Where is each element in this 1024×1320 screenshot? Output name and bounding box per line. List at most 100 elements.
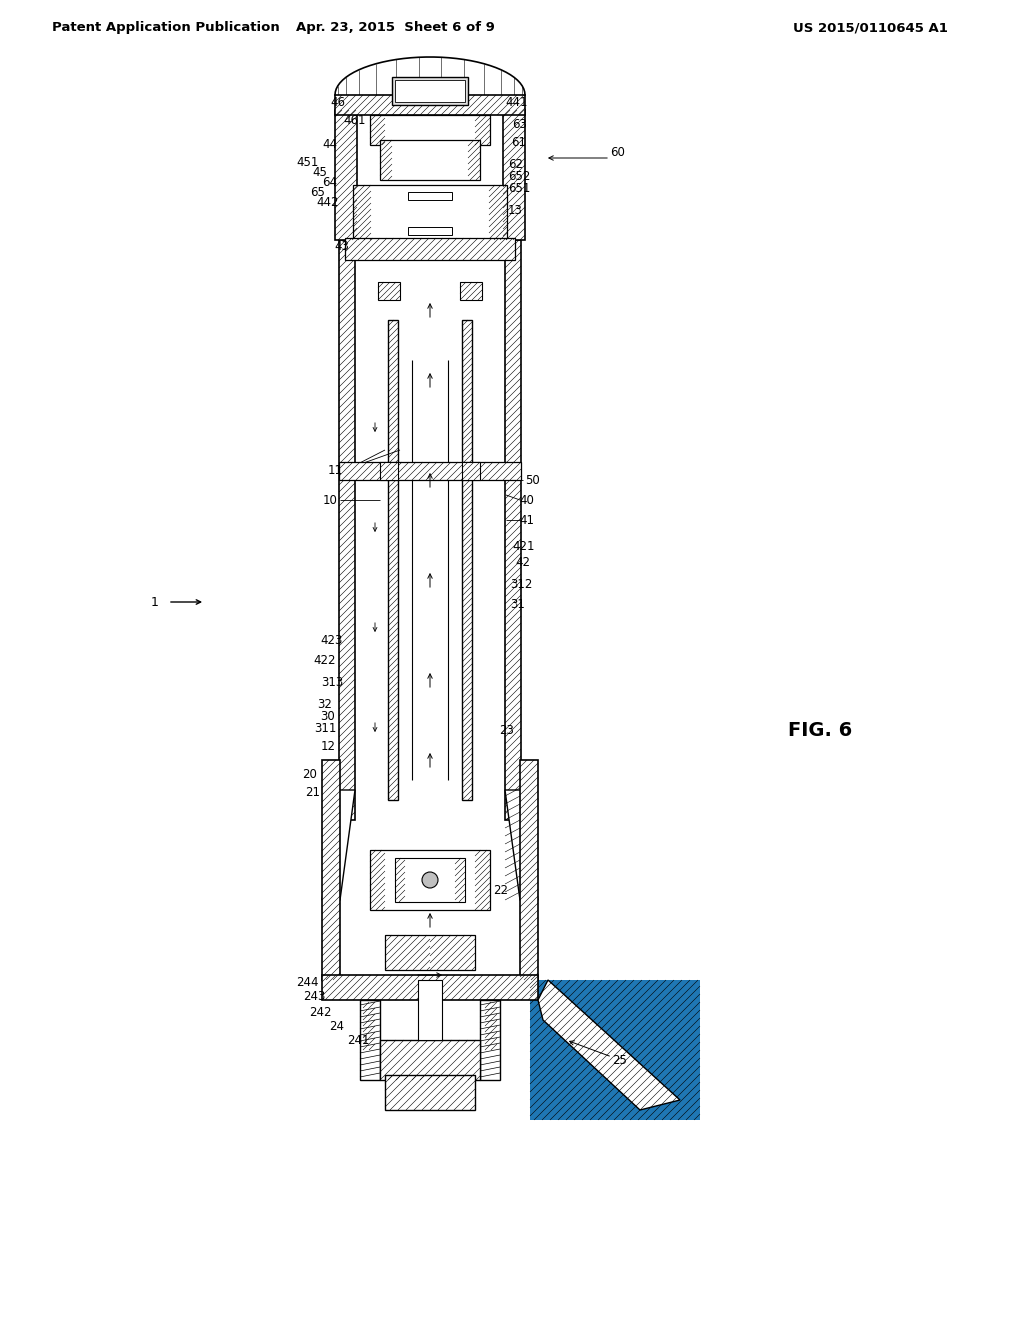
Text: 244: 244 (296, 975, 318, 989)
Bar (392, 77, 468, 106)
Bar (322, 975, 538, 1001)
Bar (362, 1002, 375, 1049)
Text: 44: 44 (323, 139, 338, 152)
Bar (385, 1074, 475, 1110)
Bar (339, 240, 355, 820)
Text: 442: 442 (316, 195, 339, 209)
Polygon shape (322, 789, 355, 900)
Bar (378, 282, 400, 300)
Text: 1: 1 (152, 595, 159, 609)
Text: 241: 241 (347, 1035, 370, 1048)
Text: 30: 30 (321, 710, 336, 723)
Bar (370, 850, 490, 909)
Text: 423: 423 (321, 634, 343, 647)
Text: 32: 32 (317, 698, 333, 711)
Bar (353, 185, 371, 240)
Polygon shape (538, 979, 680, 1110)
Bar (362, 1002, 375, 1049)
Text: 11: 11 (328, 463, 342, 477)
Text: 60: 60 (610, 147, 626, 160)
Bar (395, 858, 406, 902)
Text: 50: 50 (524, 474, 540, 487)
Text: 10: 10 (323, 494, 338, 507)
Bar (530, 979, 700, 1119)
Text: 42: 42 (515, 556, 530, 569)
Text: 312: 312 (510, 578, 532, 591)
Bar (335, 95, 525, 115)
Bar (503, 110, 525, 240)
Bar (380, 140, 480, 180)
Text: 13: 13 (508, 203, 522, 216)
Text: 45: 45 (312, 166, 328, 180)
Text: 311: 311 (313, 722, 336, 735)
Text: 243: 243 (303, 990, 326, 1003)
Bar (388, 319, 398, 800)
Bar (385, 935, 430, 970)
Text: 21: 21 (305, 787, 321, 800)
Bar (345, 238, 515, 260)
Bar (335, 110, 357, 240)
Bar (395, 81, 465, 102)
Bar (455, 858, 465, 902)
Bar (462, 462, 480, 480)
Bar (408, 191, 452, 201)
Bar (380, 462, 398, 480)
Text: 41: 41 (519, 513, 535, 527)
Text: 651: 651 (508, 181, 530, 194)
Bar (468, 140, 480, 180)
Bar (380, 462, 398, 480)
Bar (460, 282, 482, 300)
Text: 40: 40 (519, 494, 535, 507)
Bar (339, 462, 521, 480)
Bar (408, 227, 452, 235)
Bar (380, 1040, 480, 1080)
Bar (489, 185, 507, 240)
Bar (370, 115, 385, 145)
Bar (345, 238, 515, 260)
Bar (353, 185, 507, 240)
Bar (418, 979, 442, 1040)
Text: 242: 242 (309, 1006, 331, 1019)
Text: 24: 24 (330, 1019, 344, 1032)
Circle shape (422, 873, 438, 888)
Text: FIG. 6: FIG. 6 (787, 721, 852, 739)
Bar (475, 850, 490, 909)
Text: 25: 25 (612, 1053, 628, 1067)
Bar (480, 1001, 500, 1080)
Text: 20: 20 (302, 768, 317, 781)
Text: 441: 441 (506, 95, 528, 108)
Bar (380, 140, 392, 180)
Bar (485, 1002, 497, 1049)
Bar (475, 115, 490, 145)
Text: 22: 22 (494, 883, 509, 896)
Text: 652: 652 (508, 170, 530, 183)
Bar (388, 319, 398, 800)
Text: 313: 313 (321, 676, 343, 689)
Bar (430, 935, 475, 970)
Text: 62: 62 (509, 158, 523, 172)
Text: 43: 43 (335, 239, 349, 252)
Bar (385, 935, 475, 970)
Text: US 2015/0110645 A1: US 2015/0110645 A1 (793, 21, 947, 34)
Text: 12: 12 (321, 741, 336, 754)
Bar (339, 240, 355, 820)
Text: 31: 31 (511, 598, 525, 611)
Polygon shape (505, 789, 538, 900)
Text: 65: 65 (310, 186, 326, 198)
Bar (462, 462, 480, 480)
Text: 422: 422 (313, 653, 336, 667)
Bar (485, 1002, 497, 1049)
Text: 23: 23 (500, 723, 514, 737)
Text: 63: 63 (513, 119, 527, 132)
Text: 64: 64 (323, 177, 338, 190)
Text: 461: 461 (344, 114, 367, 127)
Bar (335, 95, 525, 115)
Bar (322, 760, 340, 979)
Bar (335, 110, 357, 240)
Text: 46: 46 (331, 95, 345, 108)
Bar (520, 760, 538, 979)
Text: 451: 451 (297, 156, 319, 169)
Bar (503, 110, 525, 240)
Bar (378, 282, 400, 300)
Text: Apr. 23, 2015  Sheet 6 of 9: Apr. 23, 2015 Sheet 6 of 9 (296, 21, 495, 34)
